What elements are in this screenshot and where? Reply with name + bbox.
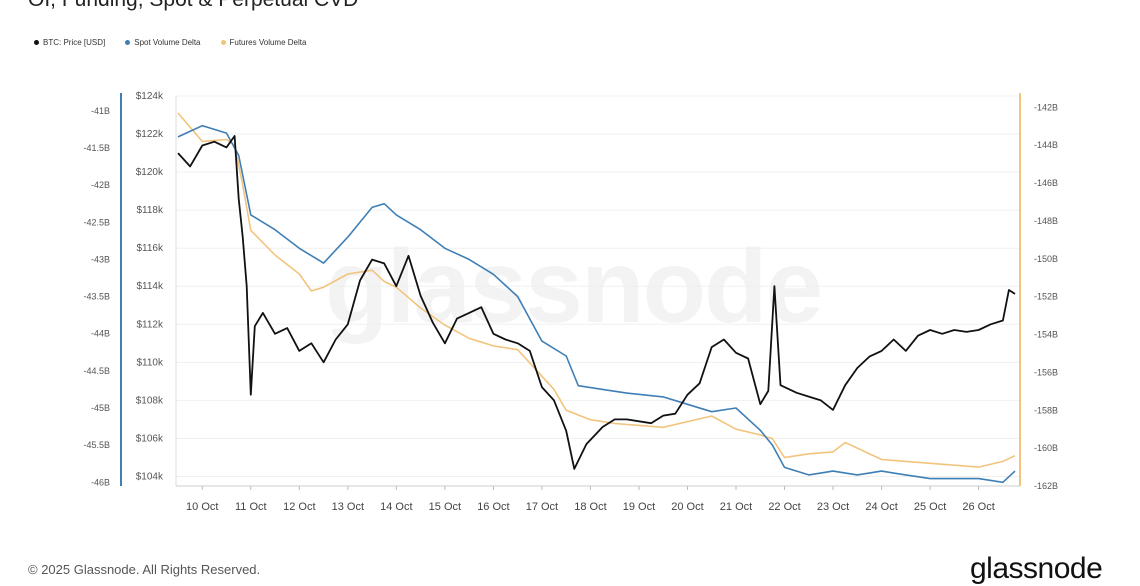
futures-axis-tick-label: -142B <box>1034 102 1058 112</box>
x-axis-tick-label: 11 Oct <box>235 501 267 513</box>
futures-axis-tick-label: -152B <box>1034 292 1058 302</box>
futures-axis-tick-label: -162B <box>1034 481 1058 491</box>
spot-axis-tick-label: -41.5B <box>83 143 110 153</box>
x-axis-tick-label: 26 Oct <box>962 501 994 513</box>
price-axis-tick-label: $108k <box>136 395 164 406</box>
price-axis-tick-label: $124k <box>136 91 164 102</box>
legend-spot-marker <box>125 40 131 45</box>
x-axis-tick-label: 22 Oct <box>768 501 800 513</box>
spot-axis-tick-label: -42.5B <box>83 217 110 227</box>
futures-axis-tick-label: -160B <box>1034 443 1058 453</box>
x-axis-tick-label: 20 Oct <box>671 501 703 513</box>
futures-axis-tick-label: -150B <box>1034 254 1058 264</box>
legend-price-marker <box>34 40 39 45</box>
legend-item-futures[interactable]: Futures Volume Delta <box>220 38 307 47</box>
x-axis-tick-label: 13 Oct <box>332 501 364 513</box>
x-axis-tick-label: 17 Oct <box>526 501 558 513</box>
x-axis-tick-label: 24 Oct <box>865 501 897 513</box>
price-axis-tick-label: $112k <box>136 319 164 330</box>
x-axis-tick-label: 21 Oct <box>720 501 752 513</box>
chart-plot[interactable]: -41B -41.5B -42B -42.5B -43B -43.5B -44B -44.5B… <box>0 0 1140 570</box>
spot-volume-delta-line[interactable] <box>177 124 1016 484</box>
price-axis-ticks: $124k $122k $120k $118k $116k $114k $112k $110k… <box>136 91 164 482</box>
futures-volume-delta-line[interactable] <box>177 112 1016 468</box>
futures-axis-tick-label: -148B <box>1034 216 1058 226</box>
spot-axis-tick-label: -44.5B <box>83 366 110 376</box>
futures-axis-tick-label: -154B <box>1034 330 1058 340</box>
spot-axis-tick-label: -41B <box>91 106 110 116</box>
futures-axis-tick-label: -144B <box>1034 140 1058 150</box>
chart-title: OI, Funding, Spot & Perpetual CVD <box>28 0 358 12</box>
chart-legend: BTC: Price [USD] Spot Volume Delta Futur… <box>34 38 306 47</box>
price-axis-tick-label: $116k <box>136 243 164 254</box>
futures-axis-tick-label: -158B <box>1034 405 1058 415</box>
futures-axis-tick-label: -146B <box>1034 178 1058 188</box>
price-axis-tick-label: $122k <box>136 129 164 140</box>
x-axis-tick-label: 16 Oct <box>477 501 509 513</box>
spot-axis-tick-label: -44B <box>91 329 110 339</box>
price-axis-tick-label: $106k <box>136 433 164 444</box>
futures-axis-tick-label: -156B <box>1034 367 1058 377</box>
spot-axis-tick-label: -43.5B <box>83 292 110 302</box>
spot-axis-ticks: -41B -41.5B -42B -42.5B -43B -43.5B -44B -44.5B… <box>83 106 110 487</box>
legend-futures-label: Futures Volume Delta <box>229 38 307 47</box>
x-axis-tick-label: 15 Oct <box>429 501 461 513</box>
legend-spot-label: Spot Volume Delta <box>134 38 201 47</box>
futures-axis-ticks: -142B -144B -146B -148B -150B -152B -154B -156B… <box>1034 102 1058 491</box>
spot-axis-tick-label: -42B <box>91 180 110 190</box>
legend-item-spot[interactable]: Spot Volume Delta <box>125 38 201 47</box>
x-axis-tick-label: 18 Oct <box>574 501 606 513</box>
price-axis-tick-label: $120k <box>136 167 164 178</box>
spot-axis-tick-label: -45B <box>91 403 110 413</box>
price-axis-tick-label: $114k <box>136 281 164 292</box>
series-layer <box>177 112 1016 484</box>
btc-price-line[interactable] <box>177 135 1016 470</box>
x-axis-tick-label: 23 Oct <box>817 501 849 513</box>
price-axis-tick-label: $110k <box>136 357 164 368</box>
spot-axis-tick-label: -45.5B <box>83 440 110 450</box>
price-axis-tick-label: $104k <box>136 471 164 482</box>
legend-price-label: BTC: Price [USD] <box>43 38 106 47</box>
spot-axis-tick-label: -46B <box>91 477 110 487</box>
x-axis-tick-label: 10 Oct <box>186 501 218 513</box>
x-axis-tick-label: 12 Oct <box>283 501 315 513</box>
glassnode-logo: glassnode <box>970 552 1103 585</box>
spot-axis-tick-label: -43B <box>91 254 110 264</box>
x-axis-tick-label: 25 Oct <box>914 501 946 513</box>
x-axis-ticks: 10 Oct 11 Oct 12 Oct 13 Oct 14 Oct 15 Oct 16 O… <box>186 486 995 513</box>
x-axis-tick-label: 14 Oct <box>380 501 412 513</box>
x-axis-tick-label: 19 Oct <box>623 501 655 513</box>
legend-futures-marker <box>220 40 226 45</box>
chart-grid <box>176 95 1020 477</box>
price-axis-tick-label: $118k <box>136 205 164 216</box>
legend-item-price[interactable]: BTC: Price [USD] <box>34 38 105 47</box>
